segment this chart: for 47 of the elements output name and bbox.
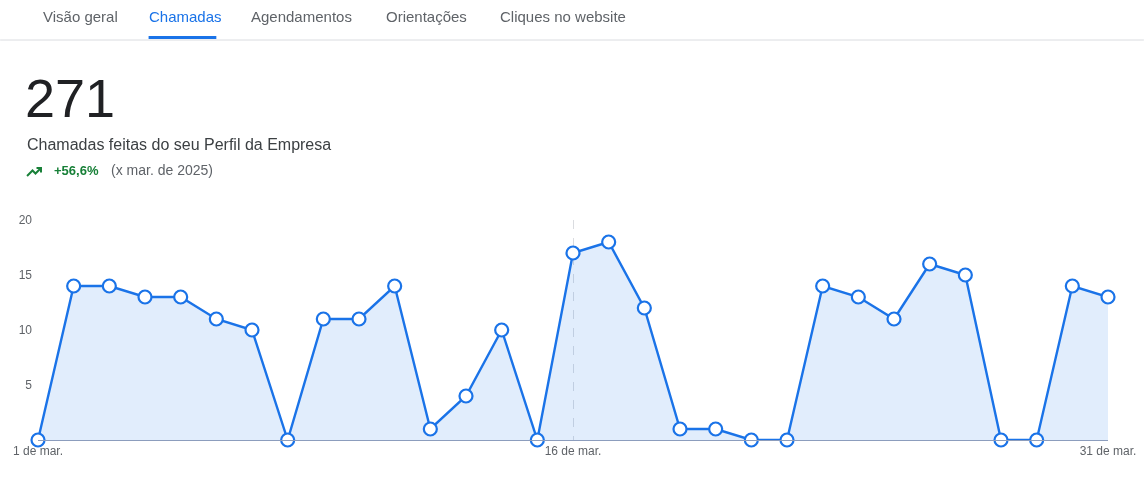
text: Cliques no website <box>500 8 626 25</box>
point <box>636 300 652 316</box>
x-tick-label: 1 de mar. <box>12 444 64 459</box>
chart-subtitle: Chamadas feitas do seu Perfil da Empresa <box>27 136 332 153</box>
point <box>315 311 331 327</box>
point <box>101 278 117 294</box>
point <box>850 289 866 305</box>
point <box>672 421 688 437</box>
point <box>993 432 1009 448</box>
x-tick-label: 31 de mar. <box>1079 444 1137 459</box>
point <box>922 256 938 272</box>
x-tick-label: 16 de mar. <box>544 444 602 459</box>
point <box>280 432 296 448</box>
point <box>244 322 260 338</box>
text: Chamadas <box>149 8 222 25</box>
point <box>1064 278 1080 294</box>
point <box>565 245 581 261</box>
point <box>1029 432 1045 448</box>
text: (x mar. de 2025) <box>111 162 213 178</box>
point <box>886 311 902 327</box>
point <box>494 322 510 338</box>
text: Visão geral <box>43 8 118 25</box>
text: Agendamentos <box>251 8 352 25</box>
point <box>1100 289 1116 305</box>
point <box>458 388 474 404</box>
point <box>815 278 831 294</box>
point <box>173 289 189 305</box>
text: +56,6% <box>54 163 99 178</box>
chart-title: 271 <box>25 67 116 128</box>
point <box>208 311 224 327</box>
point <box>529 432 545 448</box>
text: Orientações <box>386 8 467 25</box>
point <box>743 432 759 448</box>
point <box>422 421 438 437</box>
y-tick-label: 15 <box>18 268 33 283</box>
y-tick-label: 20 <box>18 213 33 228</box>
point <box>66 278 82 294</box>
point <box>779 432 795 448</box>
y-tick-label: 10 <box>18 323 33 338</box>
point <box>957 267 973 283</box>
point <box>351 311 367 327</box>
point <box>708 421 724 437</box>
point <box>601 234 617 250</box>
point <box>137 289 153 305</box>
point <box>387 278 403 294</box>
y-tick-label: 5 <box>25 378 33 393</box>
point <box>30 432 46 448</box>
